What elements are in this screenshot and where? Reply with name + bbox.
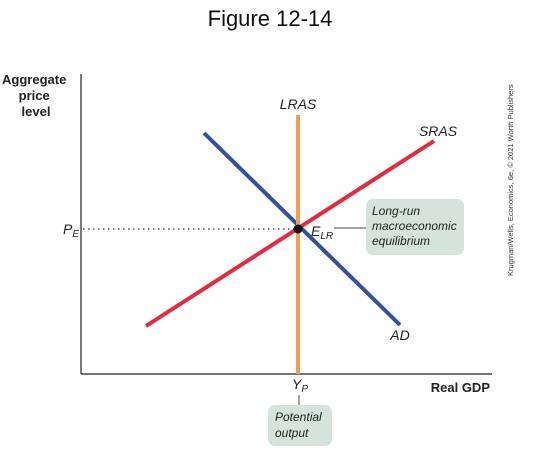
price-level-main: P (63, 221, 73, 237)
y-axis-label-line-2: price (19, 88, 50, 103)
equilibrium-label-sub: LR (320, 231, 333, 242)
equilibrium-point (293, 224, 303, 234)
publisher-credit: Krugman/Wells, Economics, 6e, © 2021 Wor… (506, 84, 515, 276)
y-axis-label-line-1: Aggregate (2, 72, 66, 87)
potential-callout-text: Potential output (275, 410, 325, 440)
potential-callout-line-2: output (275, 426, 309, 440)
potential-callout-line-1: Potential (275, 410, 322, 424)
equilibrium-label: ELR (311, 223, 333, 242)
equilibrium-callout-line-3: equilibrium (372, 234, 430, 248)
sras-curve (144, 139, 436, 328)
potential-callout-box (268, 405, 332, 446)
equilibrium-callout-box (366, 199, 464, 255)
y-axis-label-line-3: level (22, 104, 51, 119)
potential-output-label: YP (292, 376, 308, 395)
equilibrium-label-main: E (311, 223, 321, 239)
lras-label: LRAS (280, 96, 317, 112)
equilibrium-callout-line-1: Long-run (372, 204, 420, 218)
price-level-sub: E (72, 229, 79, 240)
price-level-label: PE (63, 221, 79, 240)
equilibrium-callout-text: Long-run macroeconomic equilibrium (372, 204, 460, 248)
sras-label: SRAS (419, 123, 458, 139)
ad-label: AD (389, 327, 409, 343)
potential-output-sub: P (301, 384, 308, 395)
figure-title: Figure 12-14 (207, 6, 333, 31)
equilibrium-callout-line-2: macroeconomic (372, 219, 457, 233)
y-axis-label: Aggregate price level (2, 72, 70, 119)
x-axis-label: Real GDP (431, 380, 491, 395)
potential-output-main: Y (292, 376, 303, 392)
